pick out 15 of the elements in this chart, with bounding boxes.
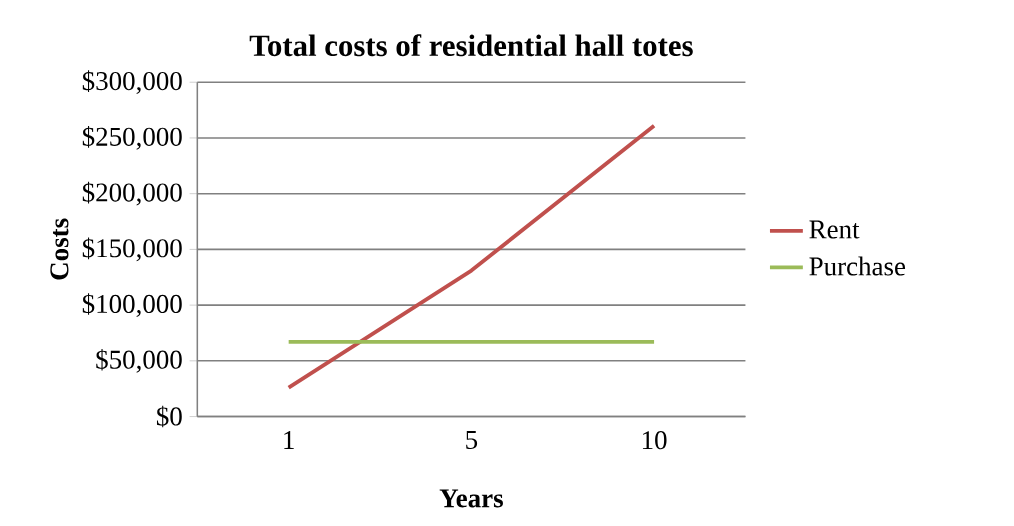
x-tick-label: 1 [284,430,294,449]
legend-label: Rent [809,220,860,239]
y-tick-label: $0 [156,405,182,428]
y-tick-label: $300,000 [82,70,182,94]
y-tick-label: $100,000 [82,293,182,317]
y-tick-label: $250,000 [82,126,182,150]
y-axis-title: Costs [50,218,69,280]
legend-label: Purchase [809,256,906,276]
chart-title: Total costs of residential hall totes [249,34,693,57]
y-tick-label: $50,000 [96,348,182,373]
y-tick-label: $150,000 [82,237,182,262]
x-tick-label: 10 [642,430,667,450]
x-tick-label: 5 [466,430,478,449]
x-axis-title: Years [439,489,503,508]
y-tick-label: $200,000 [82,181,182,206]
